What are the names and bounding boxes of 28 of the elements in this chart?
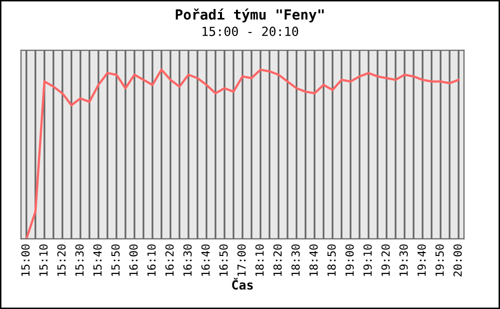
x-tick-label: 15:50 (111, 244, 120, 276)
x-tick-label: 18:30 (291, 244, 300, 276)
x-tick-label: 18:50 (327, 244, 336, 276)
x-tick-label: 16:30 (183, 244, 192, 276)
chart-title: Pořadí týmu "Feny" (176, 8, 324, 22)
x-tick-label: 18:10 (255, 244, 264, 276)
x-tick-label: 19:50 (435, 244, 444, 276)
x-tick-label: 18:20 (273, 244, 282, 276)
x-tick-label: 15:10 (39, 244, 48, 276)
x-tick-label: 19:40 (417, 244, 426, 276)
x-tick-label: 15:30 (75, 244, 84, 276)
x-tick-label: 18:40 (309, 244, 318, 276)
x-tick-label: 15:40 (93, 244, 102, 276)
chart-subtitle: 15:00 - 20:10 (202, 26, 298, 36)
x-tick-label: 15:00 (21, 244, 30, 276)
x-tick-label: 16:00 (129, 244, 138, 276)
x-tick-label: 16:10 (147, 244, 156, 276)
x-tick-label: 16:20 (165, 244, 174, 276)
x-tick-label: 16:50 (219, 244, 228, 276)
x-tick-label: 19:10 (363, 244, 372, 276)
x-tick-label: 16:40 (201, 244, 210, 276)
x-tick-label: 19:00 (345, 244, 354, 276)
x-tick-label: 15:20 (57, 244, 66, 276)
x-axis-title: Čas (232, 278, 253, 290)
x-tick-label: 19:20 (381, 244, 390, 276)
x-tick-label: 17:00 (237, 244, 246, 276)
x-tick-label: 19:30 (399, 244, 408, 276)
x-tick-label: 20:00 (453, 244, 462, 276)
